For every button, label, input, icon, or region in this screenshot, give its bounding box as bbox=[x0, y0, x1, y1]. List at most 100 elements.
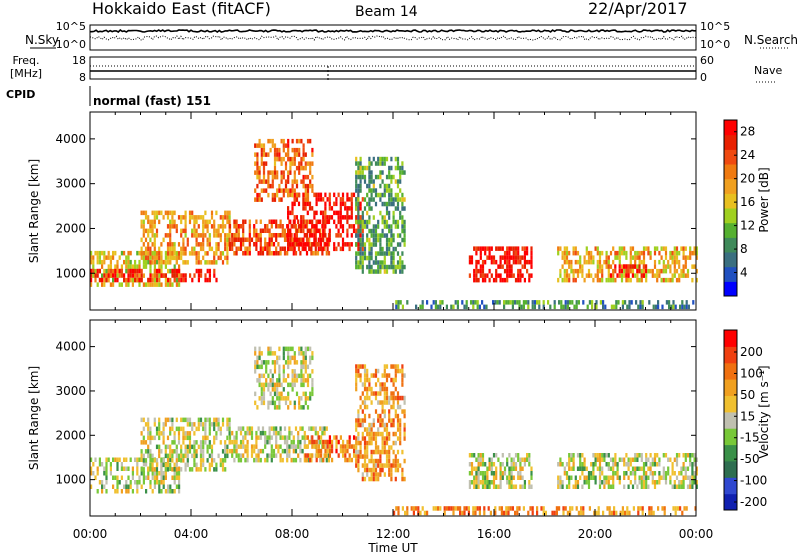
range-gate-cell bbox=[221, 449, 225, 454]
range-gate-cell bbox=[213, 224, 216, 229]
range-gate-cell bbox=[175, 417, 178, 423]
range-gate-cell bbox=[350, 233, 353, 238]
range-gate-cell bbox=[149, 426, 152, 432]
range-gate-cell bbox=[142, 273, 145, 278]
range-gate-cell bbox=[649, 250, 652, 256]
range-gate-cell bbox=[517, 259, 520, 265]
range-gate-cell bbox=[640, 484, 643, 489]
range-gate-cell bbox=[587, 480, 591, 485]
range-gate-cell bbox=[221, 228, 225, 234]
range-gate-cell bbox=[151, 435, 154, 441]
range-gate-cell bbox=[651, 475, 654, 480]
range-gate-cell bbox=[350, 210, 353, 216]
range-gate-cell bbox=[368, 215, 371, 220]
range-gate-cell bbox=[306, 174, 310, 180]
range-gate-cell bbox=[166, 467, 170, 472]
range-gate-cell bbox=[250, 453, 254, 458]
range-gate-cell bbox=[147, 219, 150, 225]
range-gate-cell bbox=[587, 484, 591, 489]
range-gate-cell bbox=[282, 174, 285, 180]
range-gate-cell bbox=[105, 475, 108, 480]
range-gate-cell bbox=[390, 395, 393, 401]
range-gate-cell bbox=[320, 448, 323, 454]
range-gate-cell bbox=[262, 373, 266, 379]
range-gate-cell bbox=[374, 174, 378, 180]
range-gate-cell bbox=[136, 268, 139, 274]
range-gate-cell bbox=[114, 273, 117, 278]
range-gate-cell bbox=[278, 373, 281, 379]
range-gate-cell bbox=[507, 300, 510, 305]
range-gate-cell bbox=[158, 251, 161, 256]
range-gate-cell bbox=[570, 457, 573, 462]
range-gate-cell bbox=[557, 480, 560, 485]
range-gate-cell bbox=[242, 439, 245, 445]
range-gate-cell bbox=[521, 484, 524, 489]
range-gate-cell bbox=[498, 300, 501, 305]
range-gate-cell bbox=[366, 454, 369, 459]
range-gate-cell bbox=[156, 277, 159, 283]
range-gate-cell bbox=[514, 453, 518, 458]
range-gate-cell bbox=[403, 436, 406, 441]
range-gate-cell bbox=[412, 506, 415, 511]
range-gate-cell bbox=[377, 224, 380, 229]
range-gate-cell bbox=[355, 161, 358, 166]
range-gate-cell bbox=[202, 215, 205, 220]
range-gate-cell bbox=[363, 467, 367, 473]
range-gate-cell bbox=[335, 224, 338, 229]
range-gate-cell bbox=[289, 210, 292, 216]
range-gate-cell bbox=[579, 475, 582, 480]
range-gate-cell bbox=[581, 484, 584, 489]
range-gate-cell bbox=[268, 246, 271, 251]
range-gate-cell bbox=[379, 242, 382, 247]
x-tick-label: 16:00 bbox=[477, 527, 512, 541]
range-gate-cell bbox=[542, 506, 545, 511]
range-gate-cell bbox=[370, 269, 373, 274]
range-gate-cell bbox=[388, 197, 391, 202]
range-gate-cell bbox=[305, 233, 309, 238]
range-gate-cell bbox=[385, 422, 389, 428]
range-gate-cell bbox=[149, 440, 152, 445]
range-gate-cell bbox=[645, 453, 648, 458]
range-gate-cell bbox=[372, 188, 375, 193]
range-gate-cell bbox=[151, 250, 154, 256]
range-gate-cell bbox=[107, 273, 110, 278]
range-gate-cell bbox=[403, 228, 406, 234]
range-gate-cell bbox=[639, 506, 642, 511]
range-gate-cell bbox=[278, 396, 281, 401]
range-gate-cell bbox=[559, 273, 562, 278]
range-gate-cell bbox=[682, 484, 685, 489]
range-gate-cell bbox=[264, 444, 267, 449]
range-gate-cell bbox=[443, 510, 446, 516]
range-gate-cell bbox=[96, 250, 99, 256]
range-gate-cell bbox=[260, 161, 263, 166]
range-gate-cell bbox=[171, 219, 174, 225]
range-gate-cell bbox=[530, 250, 533, 256]
range-gate-cell bbox=[621, 506, 624, 511]
range-gate-cell bbox=[171, 440, 174, 445]
range-gate-cell bbox=[107, 277, 110, 283]
range-gate-cell bbox=[635, 300, 638, 305]
range-gate-cell bbox=[559, 268, 562, 274]
range-gate-cell bbox=[355, 427, 358, 432]
range-gate-cell bbox=[273, 165, 277, 171]
colorbar-tick-label: 20 bbox=[740, 172, 755, 186]
range-gate-cell bbox=[363, 364, 367, 369]
range-gate-cell bbox=[675, 475, 679, 480]
range-gate-cell bbox=[507, 510, 510, 516]
range-gate-cell bbox=[142, 462, 145, 467]
range-gate-cell bbox=[501, 453, 504, 458]
range-gate-cell bbox=[149, 268, 152, 274]
range-gate-cell bbox=[519, 462, 522, 467]
range-gate-cell bbox=[125, 268, 128, 274]
range-gate-cell bbox=[129, 273, 132, 278]
range-gate-cell bbox=[147, 233, 150, 238]
range-gate-cell bbox=[208, 246, 211, 252]
range-gate-cell bbox=[689, 484, 692, 489]
range-gate-cell bbox=[96, 489, 99, 494]
range-gate-cell bbox=[120, 282, 123, 287]
range-gate-cell bbox=[164, 417, 167, 423]
range-gate-cell bbox=[309, 165, 312, 171]
range-gate-cell bbox=[333, 192, 336, 198]
range-gate-cell bbox=[290, 444, 293, 449]
colorbar-tick-label: -100 bbox=[740, 474, 767, 488]
